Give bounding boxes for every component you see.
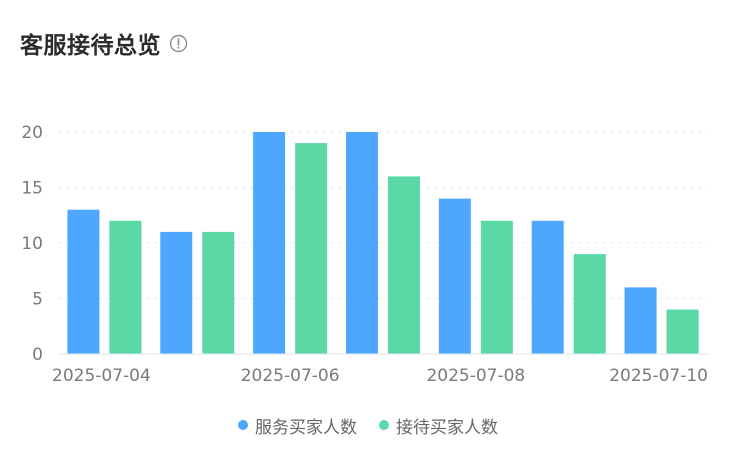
x-tick-label: 2025-07-10 — [609, 366, 708, 386]
legend-label-served: 服务买家人数 — [255, 417, 357, 438]
bar-received — [573, 254, 606, 354]
y-tick-label: 5 — [32, 290, 43, 310]
y-tick-label: 10 — [21, 234, 43, 254]
legend-marker-received — [379, 420, 389, 430]
x-tick-label: 2025-07-04 — [52, 366, 151, 386]
chart-header: 客服接待总览 — [20, 26, 188, 60]
bar-chart: 0 5 10 15 20 2025-07-04 2025-07-06 2025-07-08 20… — [21, 123, 708, 386]
y-tick-label: 0 — [32, 345, 43, 365]
bar-served — [624, 287, 657, 354]
legend-marker-served — [238, 420, 248, 430]
bar-served — [160, 231, 193, 354]
chart-legend: 服务买家人数 接待买家人数 — [0, 413, 736, 438]
x-tick-label: 2025-07-06 — [241, 366, 340, 386]
legend-label-received: 接待买家人数 — [396, 417, 498, 438]
bar-served — [531, 220, 564, 354]
bar-received — [388, 176, 420, 354]
bar-received — [480, 220, 513, 354]
y-tick-label: 15 — [21, 179, 43, 199]
legend-item-received[interactable]: 接待买家人数 — [379, 413, 498, 438]
bar-received — [666, 309, 699, 354]
bar-served — [67, 209, 100, 354]
x-tick-label: 2025-07-08 — [426, 366, 525, 386]
legend-item-served[interactable]: 服务买家人数 — [238, 413, 357, 438]
bar-served — [253, 132, 286, 354]
bar-received — [295, 143, 328, 354]
bar-received — [202, 231, 235, 354]
bar-served — [438, 198, 471, 354]
bar-served — [346, 132, 378, 354]
bar-received — [109, 220, 142, 354]
y-tick-label: 20 — [21, 123, 43, 143]
page-title: 客服接待总览 — [20, 33, 161, 59]
info-circle-icon[interactable] — [169, 34, 188, 53]
